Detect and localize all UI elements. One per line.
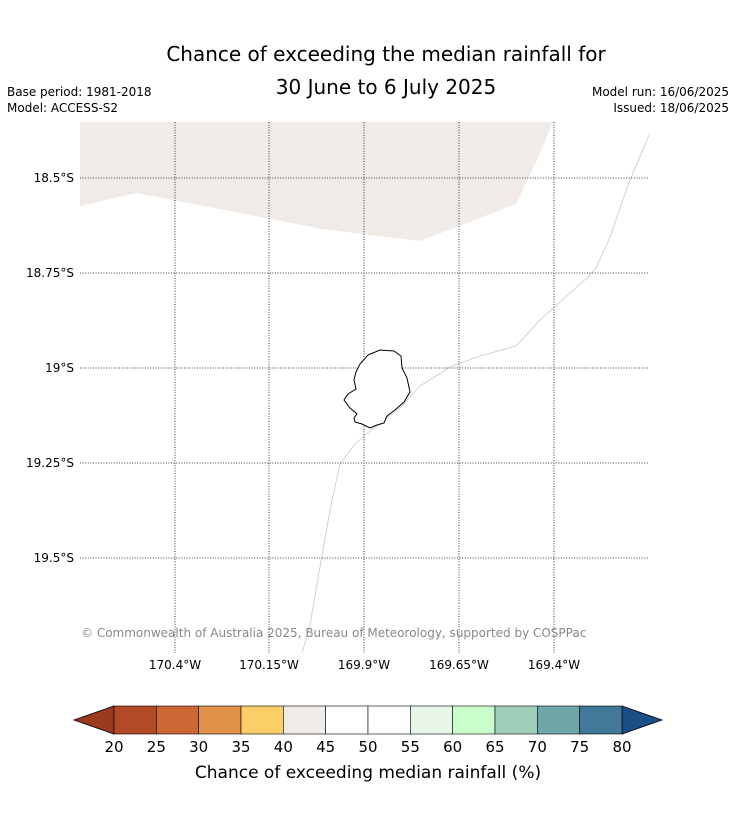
map-title: Chance of exceeding the median rainfall …	[0, 38, 736, 104]
colorbar-label: Chance of exceeding median rainfall (%)	[195, 763, 541, 783]
colorbar-tick-35: 35	[231, 738, 250, 756]
model-info: Base period: 1981-2018 Model: ACCESS-S2	[7, 84, 152, 116]
title-line-1: Chance of exceeding the median rainfall …	[166, 42, 606, 66]
colorbar-bin-75-80	[579, 705, 623, 735]
colorbar-tick-80: 80	[612, 738, 631, 756]
boundary-line	[301, 134, 650, 654]
lon-label-169-4: 169.4°W	[528, 658, 580, 672]
colorbar-tick-30: 30	[189, 738, 208, 756]
probability-region	[80, 122, 553, 241]
colorbar-bin-35-40	[240, 705, 284, 735]
colorbar-bin-40-45	[283, 705, 326, 735]
colorbar-bin-60-65	[452, 705, 496, 735]
colorbar: 20 25 30 35 40 45 50 55 60 65 70 75 80	[72, 705, 664, 756]
island-coastline	[343, 349, 411, 429]
colorbar-bin-70-75	[537, 705, 580, 735]
colorbar-tick-65: 65	[485, 738, 504, 756]
colorbar-bin-25-30	[156, 705, 199, 735]
title-line-2: 30 June to 6 July 2025	[275, 75, 497, 99]
colorbar-under-arrow	[72, 705, 115, 735]
lon-label-170-15: 170.15°W	[239, 658, 299, 672]
run-info: Model run: 16/06/2025 Issued: 18/06/2025	[592, 84, 729, 116]
colorbar-tick-60: 60	[443, 738, 462, 756]
lat-label-19-5: 19.5°S	[34, 551, 74, 565]
model-name-text: Model: ACCESS-S2	[7, 101, 119, 115]
colorbar-bin-65-70	[494, 705, 538, 735]
colorbar-tick-55: 55	[401, 738, 420, 756]
colorbar-bin-50-55	[367, 705, 411, 735]
colorbar-bin-30-35	[198, 705, 242, 735]
colorbar-tick-40: 40	[274, 738, 293, 756]
model-run-text: Model run: 16/06/2025	[591, 85, 729, 99]
lat-label-18-5: 18.5°S	[34, 171, 74, 185]
lon-label-169-9: 169.9°W	[338, 658, 390, 672]
colorbar-bin-20-25	[113, 705, 157, 735]
colorbar-tick-75: 75	[570, 738, 589, 756]
lat-label-18-75: 18.75°S	[26, 266, 74, 280]
colorbar-tick-25: 25	[147, 738, 166, 756]
colorbar-tick-20: 20	[104, 738, 123, 756]
colorbar-tick-45: 45	[316, 738, 335, 756]
base-period-text: Base period: 1981-2018	[7, 85, 152, 99]
colorbar-bin-55-60	[410, 705, 453, 735]
lon-label-170-4: 170.4°W	[149, 658, 201, 672]
lat-label-19-25: 19.25°S	[26, 456, 74, 470]
colorbar-tick-50: 50	[358, 738, 377, 756]
colorbar-tick-70: 70	[528, 738, 547, 756]
colorbar-over-arrow	[621, 705, 664, 735]
gridlines	[80, 122, 649, 653]
copyright-text: © Commonwealth of Australia 2025, Bureau…	[81, 626, 586, 640]
lon-label-169-65: 169.65°W	[429, 658, 489, 672]
issued-text: Issued: 18/06/2025	[613, 101, 729, 115]
lat-label-19: 19°S	[45, 361, 74, 375]
colorbar-bin-45-50	[325, 705, 369, 735]
